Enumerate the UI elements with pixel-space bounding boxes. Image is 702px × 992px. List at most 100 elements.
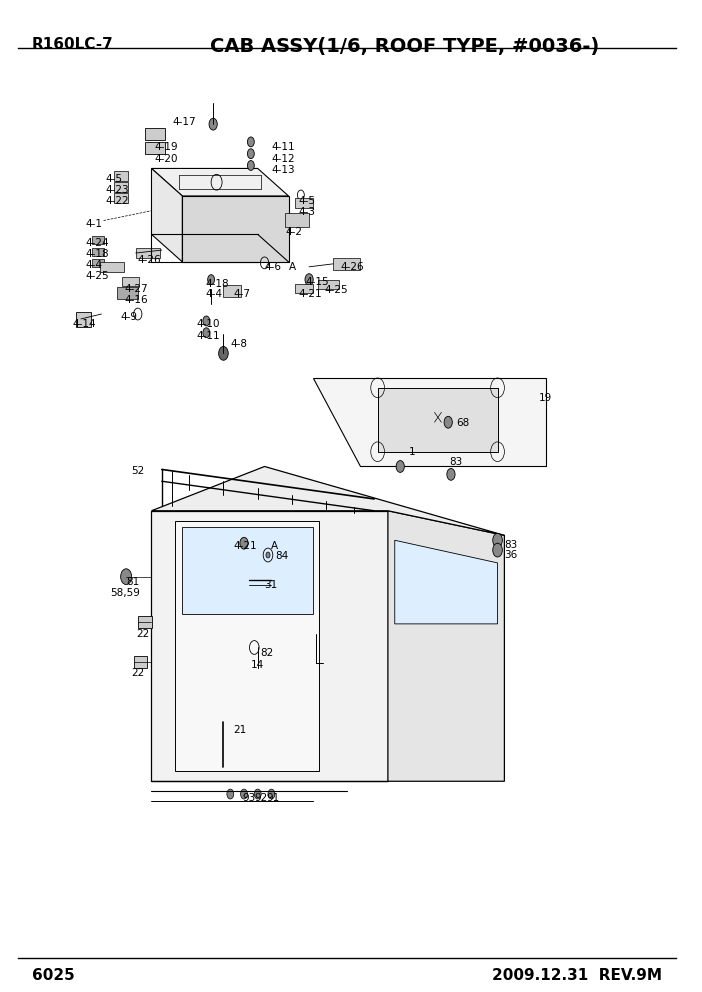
Text: 83: 83: [505, 541, 517, 551]
Text: 4-18: 4-18: [205, 279, 229, 289]
Polygon shape: [183, 528, 312, 614]
Bar: [138, 616, 152, 628]
Text: 6025: 6025: [32, 968, 74, 983]
Circle shape: [493, 544, 503, 557]
Polygon shape: [152, 169, 289, 196]
Text: 4-23: 4-23: [105, 186, 129, 195]
Polygon shape: [152, 169, 183, 262]
Text: 68: 68: [456, 419, 470, 429]
Text: 4-3: 4-3: [299, 206, 316, 216]
Bar: [296, 284, 312, 294]
Text: 4-18: 4-18: [85, 249, 109, 259]
Text: 4-25: 4-25: [324, 286, 347, 296]
Text: 4-8: 4-8: [230, 338, 247, 348]
Circle shape: [444, 417, 452, 429]
Text: 4-12: 4-12: [272, 154, 295, 164]
Bar: [333, 258, 361, 270]
Polygon shape: [378, 388, 498, 451]
Text: 4-15: 4-15: [305, 277, 329, 287]
Text: 4-5: 4-5: [105, 175, 123, 185]
Bar: [92, 248, 104, 256]
Text: 14: 14: [251, 661, 264, 671]
Text: R160LC-7: R160LC-7: [32, 37, 113, 52]
Text: 4-10: 4-10: [196, 318, 220, 329]
Text: 4-20: 4-20: [155, 154, 178, 164]
Text: 4-21: 4-21: [299, 290, 322, 300]
Polygon shape: [312, 378, 545, 466]
Text: CAB ASSY(1/6, ROOF TYPE, #0036-): CAB ASSY(1/6, ROOF TYPE, #0036-): [210, 37, 599, 56]
Polygon shape: [388, 511, 505, 782]
Text: 4-25: 4-25: [85, 271, 109, 281]
Text: 82: 82: [260, 649, 273, 659]
Bar: [285, 212, 309, 227]
Text: 1: 1: [409, 446, 415, 456]
Polygon shape: [183, 196, 289, 262]
Text: 21: 21: [234, 725, 247, 735]
Text: 58,59: 58,59: [110, 588, 140, 598]
Bar: [100, 262, 124, 272]
Circle shape: [396, 460, 404, 472]
Text: 81: 81: [126, 576, 140, 586]
Text: 4-19: 4-19: [155, 142, 178, 152]
Text: 4-4: 4-4: [205, 290, 222, 300]
Circle shape: [240, 538, 248, 550]
Bar: [92, 259, 104, 267]
Circle shape: [447, 468, 455, 480]
Bar: [318, 280, 338, 290]
Text: 19: 19: [538, 393, 552, 403]
Circle shape: [203, 316, 210, 325]
Bar: [145, 142, 165, 154]
Text: 4-14: 4-14: [73, 318, 96, 329]
Circle shape: [268, 789, 275, 799]
Text: 4-9: 4-9: [121, 311, 138, 322]
Polygon shape: [395, 541, 498, 624]
Bar: [114, 183, 128, 192]
Text: 4-21: 4-21: [234, 542, 258, 552]
Text: 4-26: 4-26: [138, 255, 161, 265]
Circle shape: [208, 275, 215, 285]
Bar: [135, 248, 160, 258]
Circle shape: [266, 553, 270, 558]
Text: 4-11: 4-11: [272, 142, 295, 152]
Text: 4-6: 4-6: [265, 262, 282, 272]
Bar: [114, 172, 128, 182]
Bar: [76, 312, 91, 326]
Bar: [133, 657, 147, 669]
Text: 93: 93: [243, 793, 256, 803]
Text: A: A: [289, 262, 296, 272]
Circle shape: [254, 789, 261, 799]
Bar: [223, 286, 241, 298]
Text: 52: 52: [131, 466, 144, 476]
Text: 4-17: 4-17: [172, 117, 196, 127]
Text: 4-27: 4-27: [124, 285, 147, 295]
Circle shape: [121, 568, 131, 584]
Text: 4-4: 4-4: [85, 260, 102, 270]
Circle shape: [218, 346, 228, 360]
Text: 84: 84: [275, 551, 288, 561]
Text: 4-22: 4-22: [105, 195, 129, 206]
Text: 2009.12.31  REV.9M: 2009.12.31 REV.9M: [492, 968, 662, 983]
Text: 91: 91: [266, 793, 279, 803]
Circle shape: [227, 789, 234, 799]
Text: 4-2: 4-2: [285, 227, 302, 237]
Polygon shape: [176, 521, 319, 772]
Text: 4-5: 4-5: [299, 195, 316, 206]
Text: 4-16: 4-16: [124, 296, 147, 306]
Bar: [145, 128, 165, 140]
Circle shape: [209, 118, 218, 130]
Text: 31: 31: [265, 579, 278, 589]
Circle shape: [247, 161, 254, 171]
Circle shape: [305, 274, 313, 286]
Text: 92: 92: [254, 793, 267, 803]
Bar: [92, 236, 104, 244]
Circle shape: [247, 149, 254, 159]
Polygon shape: [152, 466, 505, 536]
Text: 22: 22: [131, 668, 144, 679]
Circle shape: [241, 789, 247, 799]
Text: 4-1: 4-1: [85, 218, 102, 228]
Circle shape: [247, 137, 254, 147]
Text: 4-26: 4-26: [340, 262, 364, 272]
Bar: [122, 277, 139, 287]
Text: 4-24: 4-24: [85, 238, 109, 248]
Bar: [296, 198, 312, 207]
